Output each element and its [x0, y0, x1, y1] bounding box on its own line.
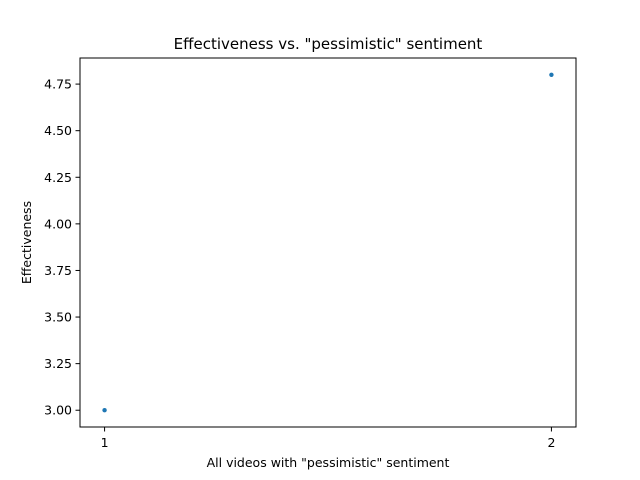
x-tick-label: 2 [547, 435, 555, 450]
y-tick-label: 4.25 [44, 170, 72, 185]
y-tick-label: 4.00 [44, 216, 72, 231]
y-axis-label: Effectiveness [19, 201, 34, 284]
x-axis-label: All videos with "pessimistic" sentiment [207, 455, 450, 470]
y-tick-label: 3.25 [44, 356, 72, 371]
plot-area [102, 72, 554, 413]
data-point-2 [549, 72, 554, 77]
y-tick-label: 4.75 [44, 77, 72, 92]
data-point-1 [102, 408, 107, 413]
y-axis: 3.00 3.25 3.50 3.75 4.00 4.25 4.50 4.75 [44, 77, 80, 418]
y-tick-label: 3.75 [44, 263, 72, 278]
axes-frame [79, 57, 577, 428]
y-tick-label: 3.00 [44, 403, 72, 418]
y-tick-label: 3.50 [44, 310, 72, 325]
y-tick-label: 4.50 [44, 123, 72, 138]
chart-title: Effectiveness vs. "pessimistic" sentimen… [174, 35, 483, 53]
x-tick-label: 1 [101, 435, 109, 450]
